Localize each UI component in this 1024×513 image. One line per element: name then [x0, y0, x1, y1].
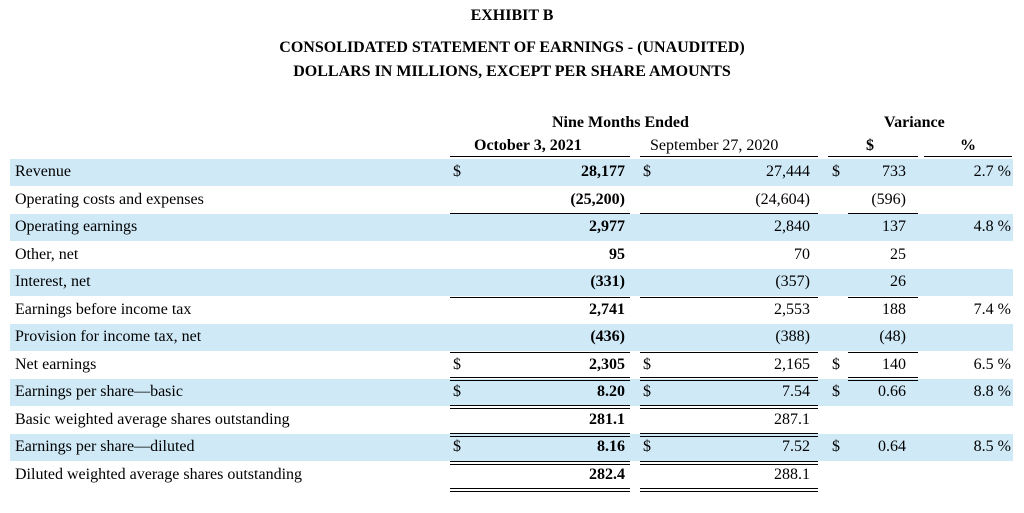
current-period-value: (25,200): [570, 191, 625, 208]
exhibit-label: EXHIBIT B: [470, 7, 554, 24]
current-period-value: 8.20: [597, 383, 625, 400]
variance-dollar-value: 0.66: [878, 383, 906, 400]
prior-period-value: 2,165: [774, 356, 810, 373]
variance-currency-symbol: $: [832, 356, 840, 373]
variance-percent-value: 2.7 %: [973, 163, 1011, 180]
variance-dollar-value: 733: [882, 163, 906, 180]
current-currency-symbol: $: [453, 163, 461, 180]
row-label: Basic weighted average shares outstandin…: [15, 411, 290, 428]
variance-percent-value: 6.5 %: [973, 356, 1011, 373]
current-currency-symbol: $: [453, 383, 461, 400]
prior-period-value: (357): [775, 273, 810, 290]
current-period-value: 281.1: [589, 411, 625, 428]
current-period-value: 95: [609, 246, 625, 263]
prior-period-value: 288.1: [774, 466, 810, 483]
variance-dollar-value: 188: [882, 301, 906, 318]
statement-subtitle: DOLLARS IN MILLIONS, EXCEPT PER SHARE AM…: [293, 63, 731, 80]
row-label: Operating earnings: [15, 218, 138, 235]
variance-currency-symbol: $: [832, 383, 840, 400]
prior-period-value: 7.52: [782, 438, 810, 455]
row-label: Revenue: [15, 163, 71, 180]
variance-dollar-value: (48): [879, 328, 906, 345]
prior-currency-symbol: $: [643, 163, 651, 180]
table-row: Revenue $28,177 $27,444 $733 2.7 %: [10, 159, 1013, 186]
prior-currency-symbol: $: [643, 356, 651, 373]
row-label: Earnings per share—basic: [15, 383, 183, 400]
table-row: Basic weighted average shares outstandin…: [10, 407, 1013, 434]
prior-period-value: 7.54: [782, 383, 810, 400]
table-row: Operating earnings 2,977 2,840 137 4.8 %: [10, 214, 1013, 241]
prior-period-value: 27,444: [766, 163, 810, 180]
variance-dollar-value: 137: [882, 218, 906, 235]
variance-percent-value: 8.8 %: [973, 383, 1011, 400]
period-group-header: Nine Months Ended: [552, 114, 689, 131]
table-row: Net earnings $2,305 $2,165 $140 6.5 %: [10, 352, 1013, 379]
variance-currency-symbol: $: [832, 438, 840, 455]
table-row: Earnings before income tax 2,741 2,553 188 7…: [10, 297, 1013, 324]
prior-currency-symbol: $: [643, 383, 651, 400]
prior-period-value: 2,840: [774, 218, 810, 235]
current-period-value: 282.4: [589, 466, 625, 483]
table-row: Operating costs and expenses (25,200) (24,…: [10, 187, 1013, 214]
current-period-header: October 3, 2021: [474, 137, 582, 154]
variance-dollar-value: 25: [890, 246, 906, 263]
prior-period-header: September 27, 2020: [650, 137, 779, 154]
current-currency-symbol: $: [453, 438, 461, 455]
row-label: Operating costs and expenses: [15, 191, 204, 208]
row-label: Provision for income tax, net: [15, 328, 202, 345]
variance-dollar-value: (596): [871, 191, 906, 208]
variance-percent-value: 7.4 %: [973, 301, 1011, 318]
prior-period-value: 287.1: [774, 411, 810, 428]
current-period-value: (331): [590, 273, 625, 290]
variance-dollar-value: 26: [890, 273, 906, 290]
row-label: Earnings per share—diluted: [15, 438, 195, 455]
table-row: Earnings per share—basic $8.20 $7.54 $0.66 8…: [10, 379, 1013, 406]
row-label: Other, net: [15, 246, 79, 263]
table-row: Diluted weighted average shares outstand…: [10, 462, 1013, 489]
current-period-value: 28,177: [581, 163, 625, 180]
variance-percent-value: 8.5 %: [973, 438, 1011, 455]
prior-period-value: (388): [775, 328, 810, 345]
prior-period-value: 2,553: [774, 301, 810, 318]
variance-percent-value: 4.8 %: [973, 218, 1011, 235]
table-row: Other, net 95 70 25: [10, 242, 1013, 269]
prior-currency-symbol: $: [643, 438, 651, 455]
variance-currency-symbol: $: [832, 163, 840, 180]
variance-dollar-value: 140: [882, 356, 906, 373]
current-period-value: 2,977: [589, 218, 625, 235]
current-period-value: 2,305: [589, 356, 625, 373]
prior-period-value: 70: [794, 246, 810, 263]
current-period-value: 2,741: [589, 301, 625, 318]
variance-percent-header: %: [960, 137, 976, 154]
row-label: Diluted weighted average shares outstand…: [15, 466, 303, 483]
prior-period-value: (24,604): [755, 191, 810, 208]
variance-group-header: Variance: [884, 114, 945, 131]
variance-dollar-value: 0.64: [878, 438, 906, 455]
variance-dollar-header: $: [866, 137, 874, 154]
row-label: Earnings before income tax: [15, 301, 192, 318]
current-period-value: 8.16: [597, 438, 625, 455]
table-row: Provision for income tax, net (436) (388) (…: [10, 324, 1013, 351]
statement-title: CONSOLIDATED STATEMENT OF EARNINGS - (UN…: [279, 39, 745, 56]
row-label: Interest, net: [15, 273, 91, 290]
row-label: Net earnings: [15, 356, 97, 373]
current-period-value: (436): [590, 328, 625, 345]
table-row: Interest, net (331) (357) 26: [10, 269, 1013, 296]
table-row: Earnings per share—diluted $8.16 $7.52 $0.6…: [10, 434, 1013, 461]
current-currency-symbol: $: [453, 356, 461, 373]
